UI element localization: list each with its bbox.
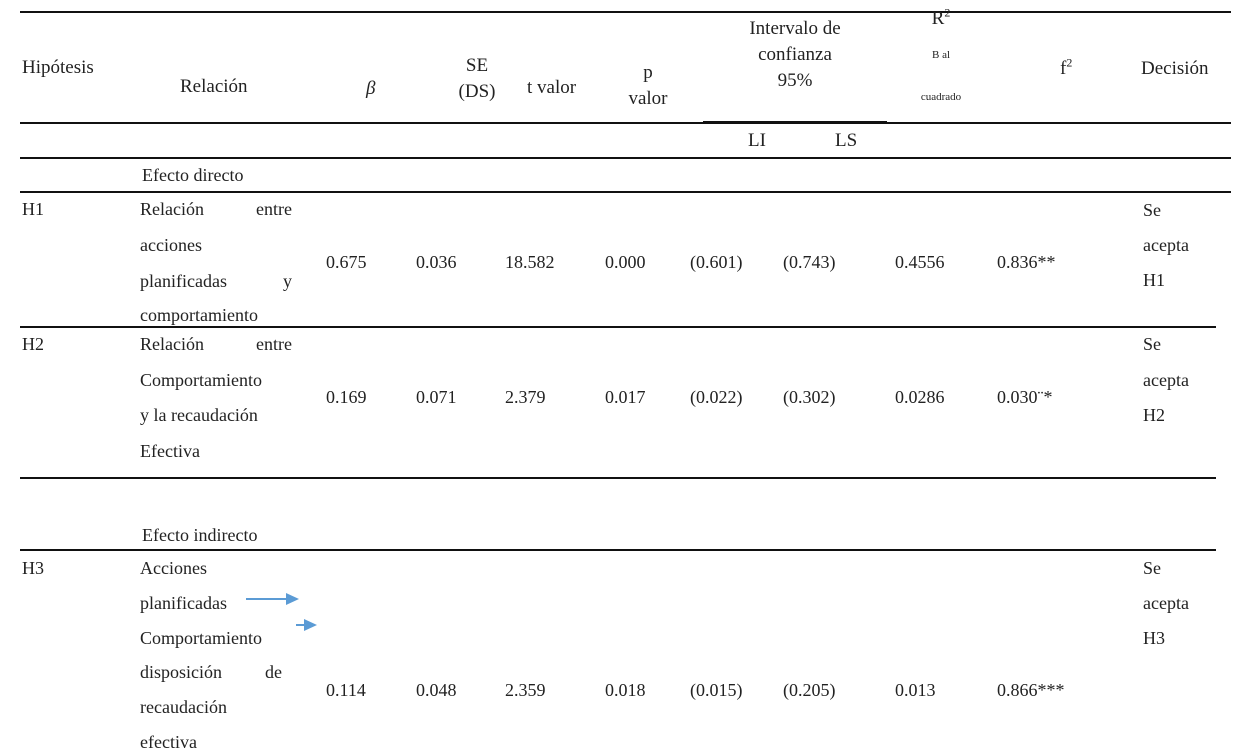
- h1-rel-line4: comportamiento: [140, 305, 258, 325]
- h3-rel-line6: efectiva: [140, 732, 197, 752]
- h2-decision-2: acepta: [1143, 370, 1189, 390]
- h2-p: 0.017: [605, 387, 646, 407]
- h1-se: 0.036: [416, 252, 457, 272]
- h2-li: (0.022): [690, 387, 743, 407]
- h1-beta: 0.675: [326, 252, 367, 272]
- h2-ls: (0.302): [783, 387, 836, 407]
- h1-rel-w2: entre: [256, 199, 292, 219]
- row-rule-h2: [20, 477, 1216, 479]
- header-decision: Decisión: [1141, 58, 1209, 79]
- header-relacion: Relación: [180, 76, 248, 97]
- h2-rel-line4: Efectiva: [140, 441, 200, 461]
- header-f2: f2: [1060, 56, 1072, 82]
- header-ls: LS: [835, 130, 858, 151]
- h2-rel-w2: entre: [256, 334, 292, 354]
- arrow-right-icon: [246, 593, 299, 605]
- header-se-line1: SE: [465, 55, 489, 76]
- h3-se: 0.048: [416, 680, 457, 700]
- arrow-2-head: [304, 619, 317, 631]
- top-rule: [20, 11, 1231, 13]
- h1-rel-w1: Relación: [140, 199, 204, 219]
- h3-rel-line4: disposición de: [140, 659, 282, 685]
- header-li: LI: [748, 130, 766, 151]
- header-p-valor: p valor: [613, 60, 683, 112]
- h1-decision-1: Se: [1143, 200, 1161, 220]
- section-rule-indirect: [20, 549, 1216, 551]
- h2-rel-w1: Relación: [140, 334, 204, 354]
- h1-li: (0.601): [690, 252, 743, 272]
- h1-rel-w4: planificadas: [140, 271, 227, 291]
- h3-li: (0.015): [690, 680, 743, 700]
- row-rule-h1: [20, 326, 1216, 328]
- h1-rel-line1: Relación entre: [140, 196, 292, 222]
- h2-id: H2: [22, 334, 44, 354]
- section-rule-direct: [20, 191, 1231, 193]
- header-r2-sup: 2: [944, 5, 951, 20]
- h1-rel-w5: y: [283, 271, 292, 291]
- header-r2-sub1: B al: [931, 49, 951, 61]
- h3-rel-line5: recaudación: [140, 697, 227, 717]
- header-se-line2: (DS): [458, 81, 496, 102]
- header-ic-line1: Intervalo de: [749, 18, 841, 39]
- h3-decision-2: acepta: [1143, 593, 1189, 613]
- h2-se: 0.071: [416, 387, 457, 407]
- h1-p: 0.000: [605, 252, 646, 272]
- h2-decision-1: Se: [1143, 334, 1161, 354]
- h3-rel-line1: Acciones: [140, 558, 207, 578]
- header-ic-line3: 95%: [777, 70, 813, 91]
- header-ic-line2: confianza: [758, 44, 832, 65]
- h1-id: H1: [22, 199, 44, 219]
- arrow-right-icon: [296, 619, 317, 631]
- h1-r2: 0.4556: [895, 252, 945, 272]
- h2-beta: 0.169: [326, 387, 367, 407]
- h1-f2: 0.836**: [997, 252, 1056, 272]
- header-mid-rule: [20, 122, 1231, 124]
- header-se: SE (DS): [447, 53, 507, 105]
- header-p-line1: p: [643, 62, 653, 83]
- h3-rel-line3: Comportamiento: [140, 628, 262, 648]
- header-f2-letter: f: [1060, 58, 1067, 79]
- h3-id: H3: [22, 558, 44, 578]
- header-r2-sub2: cuadrado: [920, 91, 962, 103]
- h3-t: 2.359: [505, 680, 546, 700]
- h1-decision-3: H1: [1143, 270, 1165, 290]
- header-f2-sup: 2: [1066, 55, 1073, 70]
- h1-rel-line2: acciones: [140, 235, 202, 255]
- h2-r2: 0.0286: [895, 387, 945, 407]
- h1-ls: (0.743): [783, 252, 836, 272]
- h3-ls: (0.205): [783, 680, 836, 700]
- section-efecto-directo: Efecto directo: [142, 165, 244, 185]
- h3-rel-line2: planificadas: [140, 593, 227, 613]
- section-efecto-indirecto: Efecto indirecto: [142, 525, 258, 545]
- h3-rel-w4: disposición: [140, 662, 223, 682]
- h2-t: 2.379: [505, 387, 546, 407]
- h1-t: 18.582: [505, 252, 555, 272]
- h2-rel-line3: y la recaudación: [140, 405, 258, 425]
- header-r2: R2: [903, 6, 979, 32]
- header-intervalo: Intervalo de confianza 95%: [703, 16, 887, 94]
- header-p-line2: valor: [628, 88, 668, 109]
- h3-r2: 0.013: [895, 680, 936, 700]
- h3-beta: 0.114: [326, 680, 366, 700]
- h1-decision-2: acepta: [1143, 235, 1189, 255]
- h3-decision-1: Se: [1143, 558, 1161, 578]
- h3-rel-w5: de: [265, 662, 282, 682]
- h2-rel-line2: Comportamiento: [140, 370, 262, 390]
- ci-header-rule: [703, 121, 887, 123]
- arrow-1-head: [286, 593, 299, 605]
- h3-p: 0.018: [605, 680, 646, 700]
- h3-f2: 0.866***: [997, 680, 1065, 700]
- header-t-valor: t valor: [527, 77, 577, 98]
- h1-rel-line3: planificadas y: [140, 268, 292, 294]
- header-r2-letter: R: [931, 8, 945, 29]
- h3-decision-3: H3: [1143, 628, 1165, 648]
- header-beta: β: [366, 78, 376, 99]
- h2-f2: 0.030¨*: [997, 387, 1053, 407]
- h2-decision-3: H2: [1143, 405, 1165, 425]
- header-bottom-rule: [20, 157, 1231, 159]
- header-hipotesis: Hipótesis: [22, 57, 94, 78]
- h2-rel-line1: Relación entre: [140, 331, 292, 357]
